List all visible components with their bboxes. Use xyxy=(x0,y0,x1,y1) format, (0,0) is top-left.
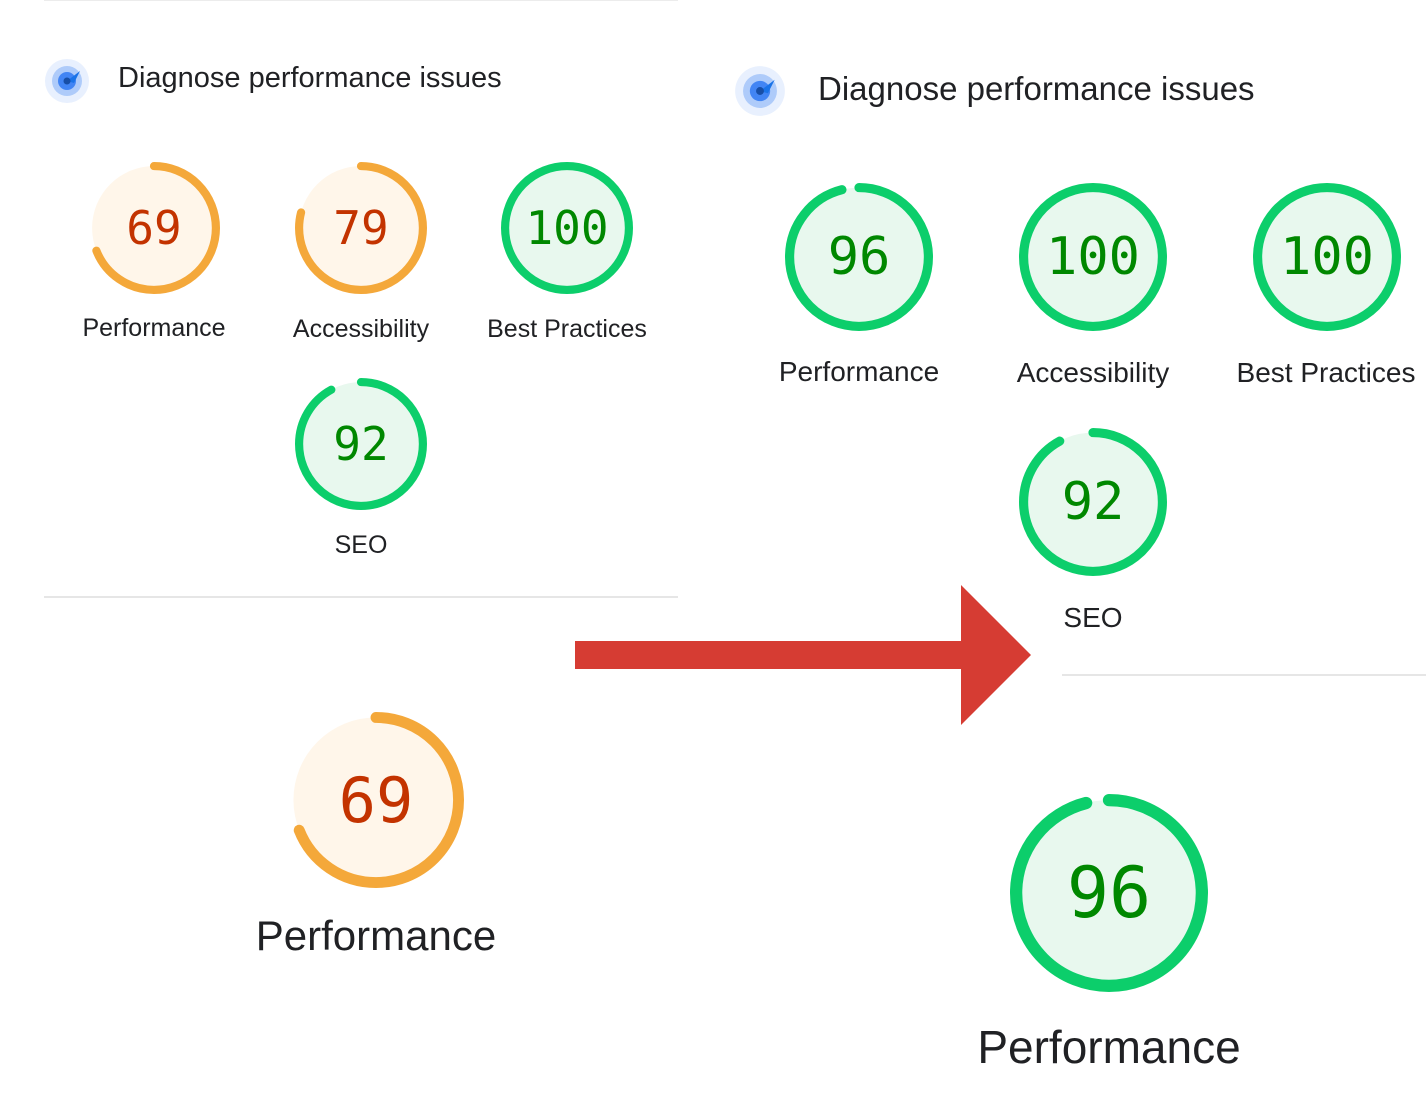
top-rule xyxy=(44,0,678,1)
gauge-arc xyxy=(294,161,428,295)
gauge-label: Accessibility xyxy=(292,315,430,343)
gauge-base xyxy=(1023,432,1163,572)
gauge-label: Accessibility xyxy=(1016,357,1170,388)
section-divider xyxy=(44,596,678,598)
gauge-score: 69 xyxy=(338,763,414,837)
gauge-base xyxy=(299,166,423,290)
gauge-arc xyxy=(1252,182,1402,332)
gauge-label: Performance xyxy=(255,912,497,959)
header-title: Diagnose performance issues xyxy=(118,62,502,94)
gauge-score: 100 xyxy=(1280,227,1374,287)
gauge-score: 100 xyxy=(1046,227,1140,287)
lighthouse-icon xyxy=(44,58,90,104)
gauge-arc xyxy=(1018,427,1168,577)
gauge-best-practices[interactable]: 100 xyxy=(500,161,634,295)
gauge-arc xyxy=(784,182,934,332)
gauge-base xyxy=(1016,800,1202,986)
gauge-score: 96 xyxy=(827,227,891,287)
gauge-performance-large[interactable]: 69 xyxy=(288,712,464,888)
gauge-seo[interactable]: 92 xyxy=(1018,427,1168,577)
gauge-performance[interactable]: 69 xyxy=(87,161,221,295)
gauge-accessibility[interactable]: 79 xyxy=(294,161,428,295)
gauge-score: 96 xyxy=(1066,852,1152,934)
gauge-base xyxy=(1257,187,1397,327)
gauge-score: 69 xyxy=(126,201,182,255)
gauge-base xyxy=(1023,187,1163,327)
gauge-arc xyxy=(87,161,221,295)
gauge-score: 100 xyxy=(525,201,609,255)
gauge-arc xyxy=(500,161,634,295)
gauge-base xyxy=(789,187,929,327)
gauge-arc xyxy=(1010,794,1208,992)
gauge-label: SEO xyxy=(1063,602,1123,633)
gauge-arc xyxy=(288,712,464,888)
gauge-base xyxy=(92,166,216,290)
gauge-score: 79 xyxy=(333,201,389,255)
gauge-label: Best Practices xyxy=(1236,357,1416,388)
gauge-label: Best Practices xyxy=(487,315,647,343)
gauge-base xyxy=(505,166,629,290)
gauge-seo[interactable]: 92 xyxy=(294,377,428,511)
lighthouse-icon xyxy=(734,65,786,117)
gauge-arc xyxy=(1018,182,1168,332)
gauge-label: SEO xyxy=(334,531,388,559)
gauge-performance[interactable]: 96 xyxy=(784,182,934,332)
gauge-performance-large[interactable]: 96 xyxy=(1010,794,1208,992)
section-divider xyxy=(1062,674,1426,676)
right-arrow-icon xyxy=(575,585,1033,725)
gauge-score: 92 xyxy=(333,417,389,471)
gauge-best-practices[interactable]: 100 xyxy=(1252,182,1402,332)
header-title: Diagnose performance issues xyxy=(818,70,1255,107)
gauge-label: Performance xyxy=(82,314,226,342)
gauge-base xyxy=(299,382,423,506)
gauge-base xyxy=(293,717,459,883)
gauge-label: Performance xyxy=(778,356,940,387)
gauge-arc xyxy=(294,377,428,511)
gauge-label: Performance xyxy=(977,1021,1241,1073)
gauge-score: 92 xyxy=(1061,472,1125,532)
gauge-accessibility[interactable]: 100 xyxy=(1018,182,1168,332)
